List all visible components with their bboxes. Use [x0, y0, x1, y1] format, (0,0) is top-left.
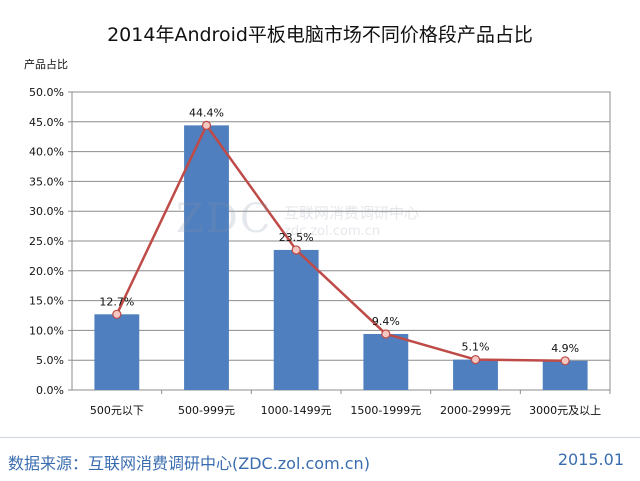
x-tick-label: 2000-2999元 — [440, 404, 511, 417]
y-tick-label: 5.0% — [36, 354, 64, 367]
trend-line — [115, 124, 566, 363]
line-point — [470, 355, 481, 365]
y-tick-label: 10.0% — [29, 324, 64, 337]
line-point — [291, 245, 301, 255]
bar-line-chart: 0.0% 5.0% 10.0% 15.0% 20.0% 25.0% 30.0% 35.0% 40… — [29, 86, 611, 417]
chart-title: 2014年Android平板电脑市场不同价格段产品占比 — [107, 24, 533, 46]
bar — [542, 360, 588, 390]
watermark-url: zdc.zol.com.cn — [284, 224, 381, 239]
x-tick-label: 500元以下 — [90, 404, 144, 417]
y-tick-label: 0.0% — [36, 384, 64, 397]
line-point — [560, 356, 570, 366]
publish-date: 2015.01 — [557, 450, 624, 469]
data-label: 5.1% — [462, 341, 490, 354]
y-tick-label: 45.0% — [29, 116, 64, 129]
x-tick-label: 500-999元 — [178, 404, 235, 417]
zdc-watermark: ZDC 互联网消费调研中心 zdc.zol.com.cn — [176, 196, 476, 246]
data-label: 23.5% — [279, 231, 314, 244]
bar — [453, 359, 498, 390]
data-label: 4.9% — [551, 342, 579, 355]
y-tick-label: 20.0% — [29, 265, 64, 278]
footer: 数据来源：互联网消费调研中心(ZDC.zol.com.cn) 2015.01 — [0, 437, 640, 481]
x-tick-label: 3000元及以上 — [529, 404, 601, 417]
bar — [273, 249, 319, 390]
data-label: 44.4% — [189, 106, 224, 119]
y-tick-label: 35.0% — [29, 175, 64, 188]
x-tick-label: 1500-1999元 — [350, 404, 421, 417]
y-tick-label: 30.0% — [29, 205, 64, 218]
line-point — [381, 329, 391, 339]
data-source: 数据来源：互联网消费调研中心(ZDC.zol.com.cn) — [8, 454, 370, 473]
y-tick-label: 25.0% — [29, 235, 64, 248]
line-point — [201, 120, 212, 130]
data-label: 12.7% — [99, 295, 134, 308]
bar — [363, 333, 409, 390]
bar — [184, 125, 229, 390]
y-tick-label: 50.0% — [29, 86, 64, 99]
data-label: 9.4% — [372, 315, 400, 328]
y-tick-label: 15.0% — [29, 295, 64, 308]
bar — [94, 314, 140, 390]
line-point — [112, 309, 122, 319]
y-tick-label: 40.0% — [29, 146, 64, 159]
watermark-logo: ZDC — [176, 196, 273, 242]
watermark-name: 互联网消费调研中心 — [284, 204, 420, 222]
x-tick-label: 1000-1499元 — [261, 404, 332, 417]
y-axis-label: 产品占比 — [24, 58, 68, 71]
